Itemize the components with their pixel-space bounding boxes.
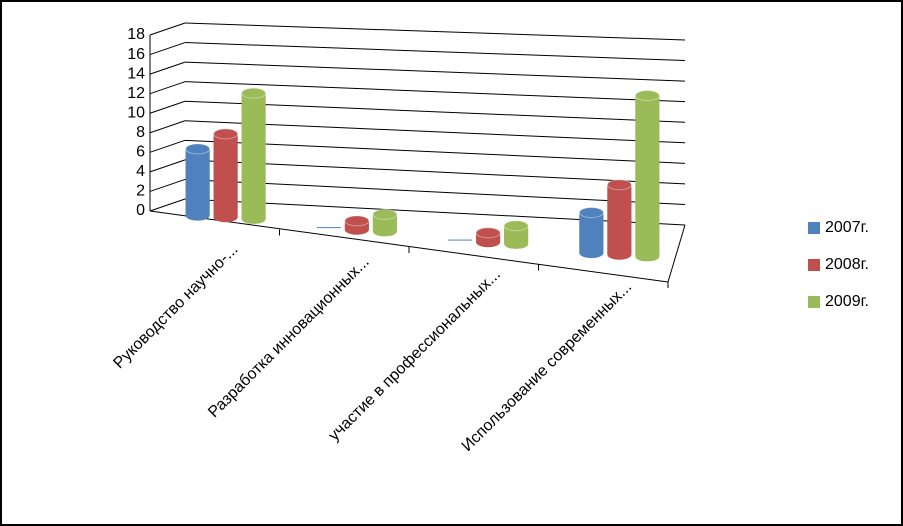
grid-line bbox=[184, 22, 686, 41]
grid-line bbox=[184, 42, 686, 62]
grid-line bbox=[184, 81, 686, 103]
y-tick-label: 14 bbox=[127, 65, 145, 82]
cylinder-body-cover bbox=[504, 225, 529, 244]
side-wall-line bbox=[149, 159, 186, 173]
cylinder bbox=[578, 207, 604, 259]
y-tick-label: 6 bbox=[136, 144, 145, 161]
side-wall-line bbox=[149, 81, 186, 95]
legend-label: 2007г. bbox=[825, 219, 869, 236]
y-tick-label: 0 bbox=[136, 202, 145, 219]
side-wall-line bbox=[149, 120, 186, 134]
cylinder-top bbox=[185, 143, 211, 155]
grid-line bbox=[184, 159, 686, 185]
cylinder-top bbox=[344, 215, 370, 227]
cylinder bbox=[241, 87, 267, 224]
cylinder bbox=[372, 208, 398, 237]
cylinder-top bbox=[503, 220, 529, 232]
grid-line bbox=[184, 61, 686, 82]
side-wall-line bbox=[149, 100, 186, 114]
cylinder bbox=[606, 179, 632, 260]
grid-line bbox=[184, 120, 686, 144]
legend-swatch bbox=[808, 259, 820, 271]
cylinder-body-cover bbox=[607, 184, 632, 255]
legend-swatch bbox=[808, 222, 820, 234]
y-tick-label: 4 bbox=[136, 163, 145, 180]
legend-label: 2008г. bbox=[825, 256, 869, 273]
side-wall-line bbox=[149, 22, 186, 36]
side-wall-line bbox=[149, 61, 186, 75]
legend-label: 2009г. bbox=[825, 293, 869, 310]
grid-line bbox=[184, 100, 686, 123]
side-wall-line bbox=[149, 198, 186, 212]
cylinder bbox=[634, 90, 660, 262]
cylinder bbox=[185, 143, 211, 221]
y-tick-label: 2 bbox=[136, 183, 145, 200]
cylinder bbox=[213, 128, 239, 223]
y-tick-label: 10 bbox=[127, 104, 145, 121]
cylinder bbox=[475, 227, 501, 248]
y-tick-label: 8 bbox=[136, 124, 145, 141]
cylinder-top bbox=[475, 227, 501, 239]
cylinder-top bbox=[634, 90, 660, 102]
cylinder bbox=[503, 220, 529, 249]
y-tick-label: 16 bbox=[127, 46, 145, 63]
right-edge bbox=[667, 224, 686, 283]
cylinder-body bbox=[448, 239, 473, 241]
grid-line bbox=[184, 178, 686, 205]
grid-line bbox=[184, 139, 686, 164]
cylinder bbox=[448, 239, 473, 241]
cylinder-body-cover bbox=[635, 95, 660, 257]
cylinder bbox=[316, 227, 341, 229]
cylinder-body-cover bbox=[185, 148, 210, 216]
legend-swatch bbox=[808, 296, 820, 308]
cylinder-body-cover bbox=[241, 93, 266, 219]
cylinder bbox=[344, 215, 370, 235]
cylinder-top bbox=[578, 207, 604, 219]
cylinder-body-cover bbox=[579, 212, 604, 254]
cylinder-body bbox=[316, 227, 341, 229]
cylinder-body-cover bbox=[213, 133, 238, 218]
side-wall-line bbox=[149, 178, 186, 192]
cylinder-top bbox=[241, 87, 267, 99]
cylinder-top bbox=[213, 128, 239, 140]
cylinder-top bbox=[372, 208, 398, 220]
cylinder-top bbox=[606, 179, 632, 191]
side-wall-line bbox=[149, 42, 186, 56]
y-tick-label: 18 bbox=[127, 26, 145, 43]
y-tick-label: 12 bbox=[127, 85, 145, 102]
x-axis bbox=[149, 210, 669, 283]
side-wall-line bbox=[149, 139, 186, 153]
